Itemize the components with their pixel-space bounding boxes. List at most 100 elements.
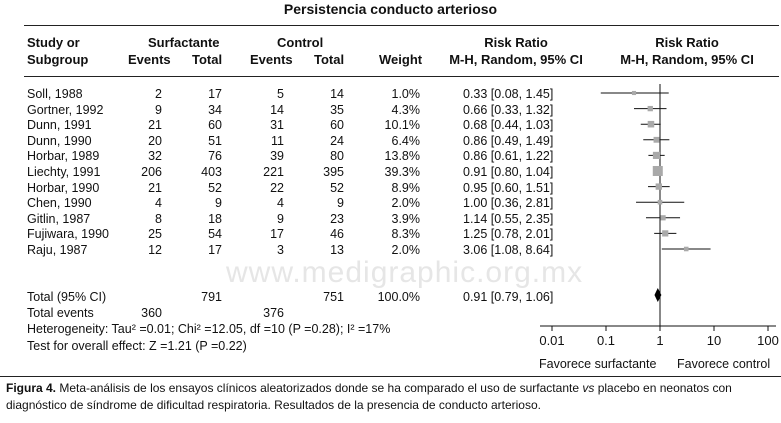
control-events: 5	[277, 87, 284, 101]
header-control-events: Events	[250, 52, 293, 67]
control-total: 23	[330, 211, 344, 226]
control-total: 395	[323, 165, 344, 179]
control-events: 39	[270, 149, 284, 164]
control-total: 46	[330, 227, 344, 242]
surf-events: 21	[148, 180, 162, 195]
control-events: 3	[277, 243, 284, 257]
control-total: 13	[330, 243, 344, 257]
study-marker	[631, 90, 637, 96]
surf-total: 9	[215, 196, 222, 211]
ci-text: 0.95 [0.60, 1.51]	[463, 180, 554, 195]
x-tick-label: 10	[707, 333, 721, 348]
control-events: 11	[271, 133, 284, 148]
caption-label: Figura 4.	[6, 381, 57, 395]
control-total: 35	[330, 102, 344, 117]
study-marker	[647, 120, 655, 128]
surf-events: 4	[155, 196, 162, 211]
weight: 10.1%	[384, 118, 420, 133]
surf-events: 206	[141, 165, 162, 179]
control-total: 24	[330, 133, 344, 148]
study-marker	[683, 246, 689, 252]
study-name: Liechty, 1991	[27, 165, 101, 179]
control-events: 14	[270, 102, 284, 117]
surf-total: 17	[208, 243, 222, 257]
control-total: 60	[330, 118, 344, 133]
control-events: 31	[270, 118, 284, 133]
control-total: 80	[330, 149, 344, 164]
control-events: 4	[277, 196, 284, 211]
study-marker	[657, 199, 663, 205]
surf-total: 403	[201, 165, 222, 179]
watermark: www.medigraphic.org.mx	[226, 256, 584, 289]
surf-total: 54	[208, 227, 222, 242]
top-rule	[24, 25, 779, 26]
header-surf-events: Events	[128, 52, 171, 67]
study-marker	[655, 183, 662, 190]
summary-diamond	[654, 288, 662, 302]
weight: 8.3%	[391, 227, 421, 242]
total-label: Total (95% CI)	[27, 290, 107, 304]
control-total: 9	[337, 196, 344, 211]
header-surf-total: Total	[192, 52, 223, 67]
surf-total: 18	[208, 211, 222, 226]
header-weight: Weight	[379, 52, 423, 67]
surf-events: 9	[155, 102, 162, 117]
surf-events: 8	[155, 211, 162, 226]
study-name: Chen, 1990	[27, 196, 92, 211]
total-events-label: Total events	[27, 306, 94, 320]
ci-text: 0.91 [0.80, 1.04]	[463, 165, 554, 179]
weight: 2.0%	[391, 196, 421, 211]
total-weight: 100.0%	[377, 290, 420, 304]
study-name: Horbar, 1989	[27, 149, 100, 164]
ci-text: 0.66 [0.33, 1.32]	[463, 102, 554, 117]
surf-events: 32	[148, 149, 162, 164]
study-name: Raju, 1987	[27, 243, 88, 257]
ci-text: 0.86 [0.49, 1.49]	[463, 133, 554, 148]
figure-caption: Figura 4. Meta-análisis de los ensayos c…	[6, 380, 776, 414]
total-surf-total: 791	[201, 290, 222, 304]
x-tick-label: 100	[757, 333, 779, 348]
control-total: 52	[330, 180, 344, 195]
study-name: Soll, 1988	[27, 87, 83, 101]
control-total: 14	[330, 87, 344, 101]
surf-events: 25	[148, 227, 162, 242]
caption-text-2: placebo en neonatos con diagnóstico de s…	[6, 381, 732, 412]
study-name: Gortner, 1992	[27, 102, 104, 117]
weight: 8.9%	[391, 180, 421, 195]
surf-events: 20	[148, 133, 162, 148]
study-marker	[653, 136, 660, 143]
control-events: 221	[263, 165, 284, 179]
study-name: Dunn, 1991	[27, 118, 92, 133]
weight: 13.8%	[384, 149, 420, 164]
header-rr-plot-line2: M-H, Random, 95% CI	[620, 52, 754, 67]
favours-left-label: Favorece surfactante	[539, 357, 657, 371]
bottom-rule	[0, 376, 781, 377]
ci-text: 0.68 [0.44, 1.03]	[463, 118, 554, 133]
overall-effect-text: Test for overall effect: Z =1.21 (P =0.2…	[27, 339, 247, 353]
x-tick-label: 0.1	[597, 333, 615, 348]
surf-total: 34	[208, 102, 222, 117]
header-study-line1: Study or	[27, 35, 80, 50]
header-rr-plot-line1: Risk Ratio	[655, 35, 719, 50]
header-control: Control	[277, 35, 324, 50]
weight: 4.3%	[391, 102, 421, 117]
study-marker	[652, 166, 663, 176]
weight: 39.3%	[384, 165, 420, 179]
study-marker	[660, 215, 666, 221]
surf-total: 76	[208, 149, 222, 164]
header-surfactante: Surfactante	[148, 35, 220, 50]
control-events: 22	[270, 180, 284, 195]
total-control-total: 751	[323, 290, 344, 304]
total-events-control: 376	[263, 306, 284, 320]
control-events: 9	[277, 211, 284, 226]
control-events: 17	[270, 227, 284, 242]
surf-events: 12	[148, 243, 162, 257]
caption-vs: vs	[582, 381, 595, 395]
surf-total: 17	[208, 87, 222, 101]
study-marker	[647, 105, 653, 112]
study-marker	[662, 230, 669, 237]
weight: 2.0%	[391, 243, 421, 257]
chart-title: Persistencia conducto arterioso	[283, 1, 498, 17]
study-marker	[652, 151, 661, 159]
